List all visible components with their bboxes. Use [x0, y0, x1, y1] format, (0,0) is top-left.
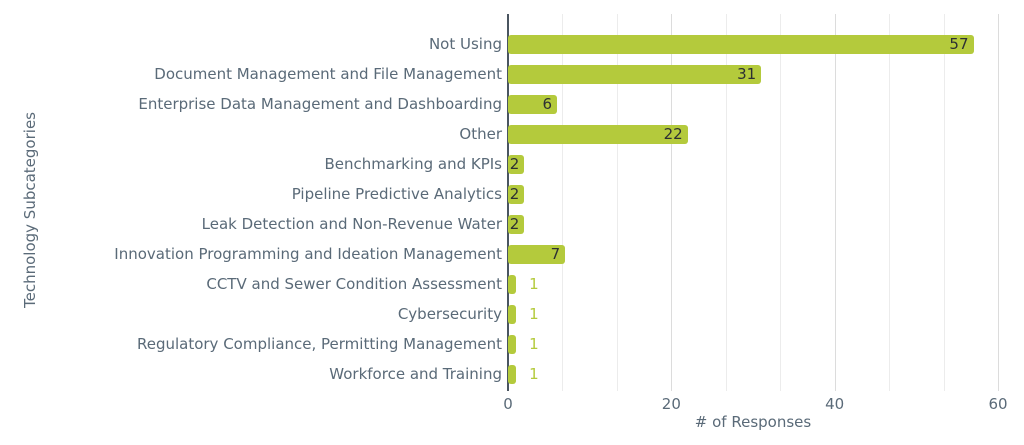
x-tick-label: 0: [503, 395, 513, 413]
bar-track: 1: [508, 329, 998, 359]
bar-track: 2: [508, 209, 998, 239]
bar-track: 1: [508, 269, 998, 299]
bar[interactable]: [508, 184, 525, 204]
bar-row: Document Management and File Management 3…: [36, 59, 998, 89]
major-gridline: [671, 14, 673, 391]
bar[interactable]: [508, 214, 525, 234]
bar[interactable]: [508, 94, 557, 114]
bar[interactable]: [508, 304, 517, 324]
bar-value-label: 57: [949, 35, 969, 53]
bar[interactable]: [508, 34, 974, 54]
category-label: Not Using: [428, 35, 502, 53]
bar-row: Pipeline Predictive Analytics 2: [36, 179, 998, 209]
x-tick-label: 40: [825, 395, 845, 413]
major-gridline: [834, 14, 836, 391]
minor-gridline: [943, 14, 945, 391]
x-axis-title: # of Responses: [694, 413, 812, 431]
category-label: CCTV and Sewer Condition Assessment: [206, 275, 502, 293]
minor-gridline: [725, 14, 727, 391]
bar-value-label: 22: [663, 125, 683, 143]
category-label: Pipeline Predictive Analytics: [291, 185, 502, 203]
bar-value-label: 1: [529, 365, 539, 383]
bar-track: 2: [508, 179, 998, 209]
bar-value-label: 31: [737, 65, 757, 83]
bar-value-label: 2: [509, 185, 520, 203]
bar[interactable]: [508, 334, 517, 354]
plot-area: [508, 14, 999, 391]
bar-row: Other 22: [36, 119, 998, 149]
category-label: Benchmarking and KPIs: [324, 155, 502, 173]
bar-track: 6: [508, 89, 998, 119]
bar-value-label: 2: [509, 155, 520, 173]
bar[interactable]: [508, 244, 566, 264]
minor-gridline: [780, 14, 782, 391]
bar-track: 31: [508, 59, 998, 89]
bar-row: Cybersecurity 1: [36, 299, 998, 329]
bar[interactable]: [508, 154, 525, 174]
bar-row: Innovation Programming and Ideation Mana…: [36, 239, 998, 269]
x-axis-ticks: 0 20 40 60: [0, 395, 1024, 413]
bar-row: Regulatory Compliance, Permitting Manage…: [36, 329, 998, 359]
bar-row: Leak Detection and Non-Revenue Water 2: [36, 209, 998, 239]
category-label: Cybersecurity: [397, 305, 502, 323]
bar-track: 2: [508, 149, 998, 179]
bar-track: 1: [508, 359, 998, 389]
category-label: Other: [459, 125, 502, 143]
bar-row: CCTV and Sewer Condition Assessment 1: [36, 269, 998, 299]
category-label: Document Management and File Management: [154, 65, 502, 83]
bar-value-label: 7: [550, 245, 561, 263]
bar-value-label: 1: [529, 305, 539, 323]
bar[interactable]: [508, 64, 762, 84]
category-label: Innovation Programming and Ideation Mana…: [114, 245, 502, 263]
bar-row: Workforce and Training 1: [36, 359, 998, 389]
bar[interactable]: [508, 364, 517, 384]
bar-value-label: 6: [542, 95, 552, 113]
category-label: Leak Detection and Non-Revenue Water: [201, 215, 502, 233]
minor-gridline: [616, 14, 618, 391]
bar-track: 22: [508, 119, 998, 149]
bar[interactable]: [508, 274, 517, 294]
category-label: Workforce and Training: [329, 365, 502, 383]
bar-row: Benchmarking and KPIs 2: [36, 149, 998, 179]
x-tick-label: 60: [988, 395, 1008, 413]
bar-value-label: 2: [509, 215, 520, 233]
bar-value-label: 1: [529, 335, 539, 353]
category-label: Regulatory Compliance, Permitting Manage…: [136, 335, 502, 353]
bar-track: 57: [508, 29, 998, 59]
bar[interactable]: [508, 124, 688, 144]
bar-track: 1: [508, 299, 998, 329]
bar-row: Enterprise Data Management and Dashboard…: [36, 89, 998, 119]
bar-value-label: 1: [529, 275, 539, 293]
bar-row: Not Using 57: [36, 29, 998, 59]
category-label: Enterprise Data Management and Dashboard…: [138, 95, 502, 113]
bar-track: 7: [508, 239, 998, 269]
minor-gridline: [889, 14, 891, 391]
major-gridline: [998, 14, 999, 391]
bar-rows: Not Using 57 Document Management and File …: [36, 29, 998, 389]
minor-gridline: [562, 14, 564, 391]
x-tick-label: 20: [661, 395, 681, 413]
